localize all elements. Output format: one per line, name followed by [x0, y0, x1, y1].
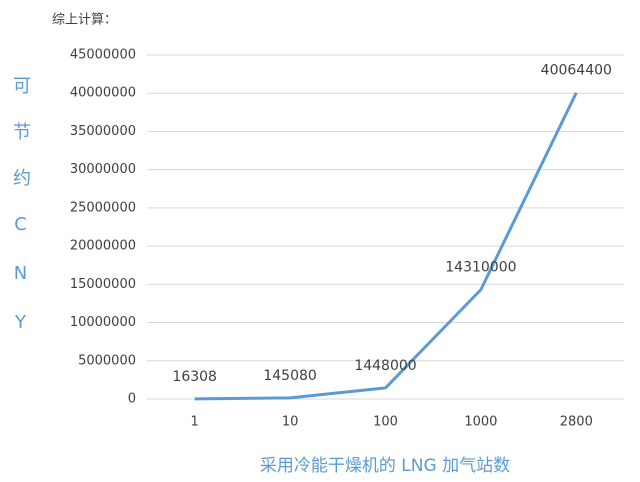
y-tick-label: 0	[128, 392, 136, 407]
y-tick-label: 5000000	[78, 353, 136, 368]
line	[194, 92, 578, 401]
y-tick-label: 10000000	[70, 315, 136, 330]
data-label: 145080	[263, 368, 316, 384]
x-axis-label: 采用冷能干燥机的 LNG 加气站数	[260, 456, 510, 476]
x-tick-label: 10	[282, 415, 299, 430]
data-label: 16308	[172, 369, 217, 385]
y-tick-label: 40000000	[70, 86, 136, 101]
data-label: 1448000	[354, 358, 416, 374]
y-axis-label: 可节约CNY	[10, 76, 31, 361]
data-label: 40064400	[541, 63, 612, 79]
y-tick-label: 15000000	[70, 277, 136, 292]
y-tick-label: 20000000	[70, 239, 136, 254]
y-tick-label: 25000000	[70, 200, 136, 215]
y-tick-label: 45000000	[70, 48, 136, 63]
x-tick-label: 2800	[560, 415, 593, 430]
data-label: 14310000	[445, 260, 516, 276]
y-tick-label: 30000000	[70, 162, 136, 177]
x-tick-label: 1000	[464, 415, 497, 430]
x-tick-label: 100	[373, 415, 398, 430]
chart-title: 综上计算：	[52, 13, 117, 28]
x-tick-label: 1	[191, 415, 199, 430]
y-tick-label: 35000000	[70, 124, 136, 139]
